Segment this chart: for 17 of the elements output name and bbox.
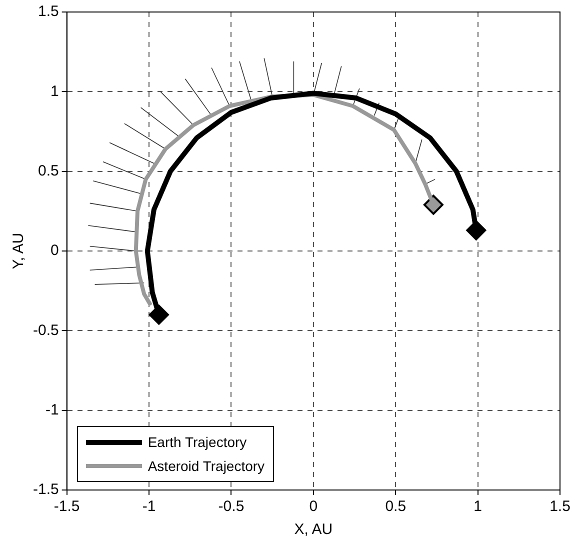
x-tick-label: 0 (309, 498, 318, 516)
x-tick-label: 1 (474, 498, 482, 516)
y-axis-title: Y, AU (10, 232, 28, 270)
x-axis-title: X, AU (294, 521, 333, 538)
x-tick-label: 1.5 (550, 498, 570, 516)
y-tick-label: 1 (50, 82, 59, 100)
legend-label: Earth Trajectory (148, 434, 247, 450)
y-tick-label: 1.5 (38, 3, 59, 20)
x-tick-label: 0.5 (385, 498, 406, 516)
legend-label: Asteroid Trajectory (148, 458, 265, 474)
y-tick-label: 0 (50, 242, 59, 260)
y-tick-label: -1 (46, 401, 59, 418)
y-tick-label: -0.5 (32, 322, 59, 339)
x-tick-label: -0.5 (218, 498, 244, 516)
y-tick-label: 0.5 (38, 162, 59, 180)
y-tick-label: -1.5 (32, 481, 59, 498)
x-tick-label: -1 (142, 498, 156, 516)
